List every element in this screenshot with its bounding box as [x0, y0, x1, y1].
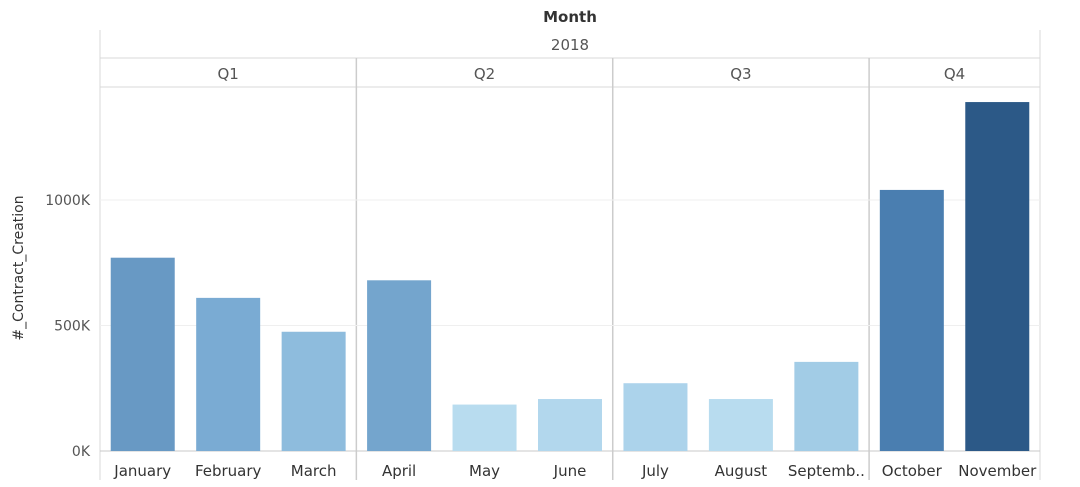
bar-november: [965, 102, 1030, 451]
x-tick-label: August: [715, 462, 768, 480]
bars: [110, 102, 1030, 451]
x-tick-label: Septemb..: [788, 462, 865, 480]
x-tick-label: April: [382, 462, 416, 480]
bar-septemb: [794, 361, 859, 451]
y-tick-label: 500K: [54, 318, 91, 334]
x-tick-label: February: [195, 462, 262, 480]
y-tick-label: 1000K: [45, 193, 91, 209]
quarter-header: Q1: [218, 65, 239, 83]
year-header: 2018: [551, 36, 589, 54]
x-tick-label: March: [291, 462, 337, 480]
x-tick-label: January: [113, 462, 171, 480]
bar-april: [367, 280, 432, 451]
bar-may: [452, 404, 517, 451]
bar-october: [879, 189, 944, 451]
chart-title: Month: [543, 8, 597, 26]
y-tick-label: 0K: [72, 444, 91, 460]
quarter-header: Q3: [730, 65, 751, 83]
bar-june: [538, 399, 602, 451]
x-tick-label: October: [882, 462, 943, 480]
labels: 0K 500K 1000K Q1 Q2 Q3 Q4 January February March A…: [45, 65, 1037, 480]
x-tick-label: May: [469, 462, 500, 480]
bar-july: [623, 383, 688, 451]
x-tick-label: June: [553, 462, 587, 480]
bar-march: [281, 331, 346, 451]
bar-august: [708, 399, 773, 451]
bar-february: [196, 297, 261, 451]
quarter-header: Q2: [474, 65, 495, 83]
y-axis-label: #_Contract_Creation: [11, 195, 27, 340]
quarter-header: Q4: [944, 65, 965, 83]
x-tick-label: November: [958, 462, 1037, 480]
x-tick-label: July: [641, 462, 669, 480]
bar-january: [110, 257, 175, 451]
